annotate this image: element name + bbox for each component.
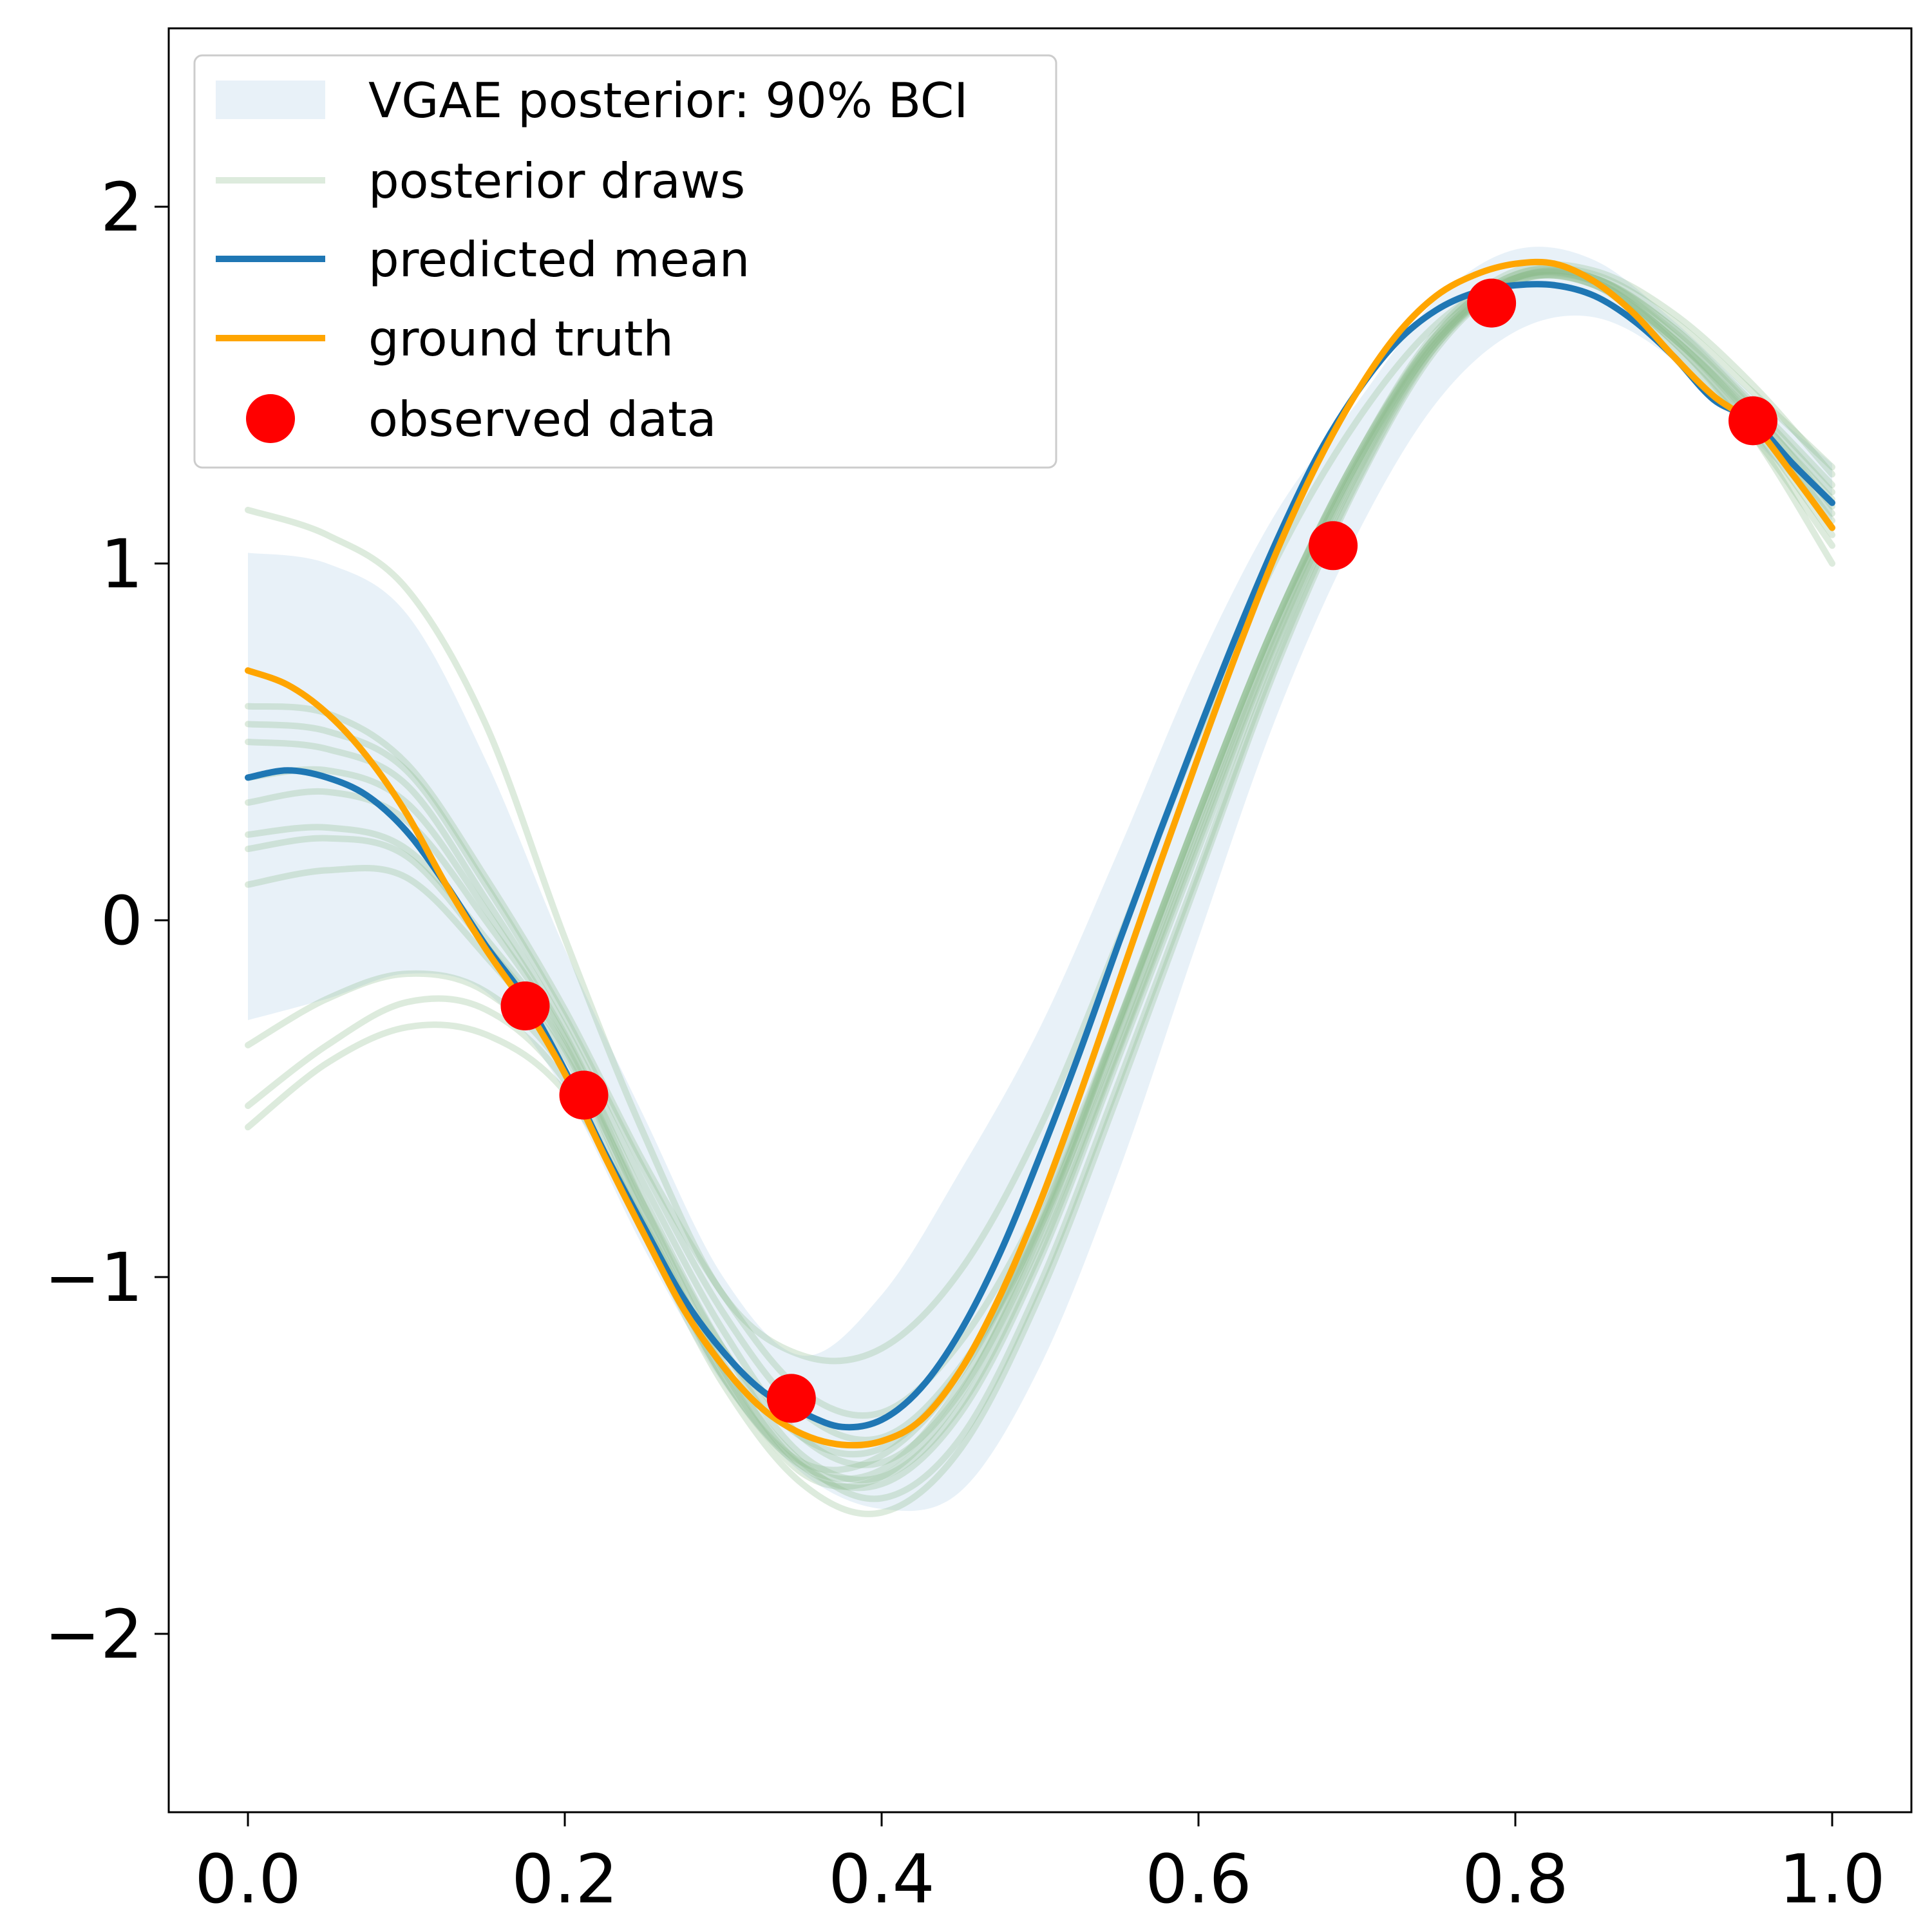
legend-label-vgae-posterior-90-bci: VGAE posterior: 90% BCI <box>368 72 968 129</box>
posterior-draw-line-3 <box>245 270 1835 1443</box>
credible-band <box>248 247 1832 1511</box>
legend-label-ground-truth: ground truth <box>368 310 674 367</box>
x-tick-label: 0.2 <box>511 1840 618 1918</box>
x-tick-label: 0.8 <box>1462 1840 1568 1918</box>
y-tick-label: 2 <box>100 168 143 247</box>
posterior-draw-line-4 <box>245 267 1835 1468</box>
observed-data-point <box>1467 278 1517 328</box>
posterior-draw-line-2 <box>245 267 1835 1419</box>
x-tick-label: 0.0 <box>194 1840 301 1918</box>
observed-data-point <box>766 1374 816 1423</box>
legend-label-predicted-mean: predicted mean <box>368 231 750 288</box>
legend: VGAE posterior: 90% BCI posterior draws pr… <box>193 54 1057 469</box>
observed-data-point <box>559 1070 609 1120</box>
posterior-draw-line-8 <box>245 265 1835 1482</box>
y-axis: −2 −1 0 1 2 <box>44 168 169 1674</box>
observed-data-point <box>1309 521 1358 571</box>
credible-band-layer <box>248 247 1832 1511</box>
y-tick-label: 0 <box>100 882 143 960</box>
observed-data-point <box>1728 396 1777 446</box>
legend-box <box>193 54 1057 469</box>
legend-swatch-observed-data <box>246 394 295 443</box>
posterior-draw-line-7 <box>245 269 1835 1490</box>
y-tick-label: −2 <box>44 1595 143 1674</box>
legend-swatch-vgae-posterior-90-bci <box>216 80 325 119</box>
posterior-draw-line-12 <box>245 267 1835 1502</box>
observed-data-layer <box>500 278 1777 1423</box>
x-tick-label: 0.4 <box>828 1840 934 1918</box>
y-tick-label: 1 <box>100 525 143 603</box>
x-tick-label: 0.6 <box>1145 1840 1251 1918</box>
plot-area <box>245 247 1835 1517</box>
legend-label-posterior-draws: posterior draws <box>368 153 745 209</box>
y-tick-label: −1 <box>44 1238 143 1317</box>
observed-data-point <box>500 981 550 1030</box>
legend-label-observed-data: observed data <box>368 391 716 448</box>
posterior-draw-line-1 <box>245 271 1835 1365</box>
x-tick-label: 1.0 <box>1779 1840 1885 1918</box>
x-axis: 0.0 0.2 0.4 0.6 0.8 1.0 <box>194 1812 1886 1918</box>
posterior-draw-line-11 <box>245 272 1835 1517</box>
